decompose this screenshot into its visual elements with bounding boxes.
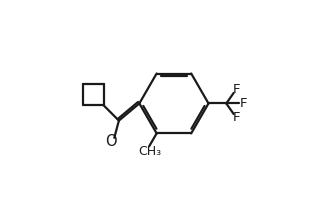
Text: O: O (105, 134, 117, 149)
Text: F: F (240, 97, 247, 110)
Text: CH₃: CH₃ (138, 145, 161, 158)
Text: F: F (232, 111, 240, 124)
Text: F: F (232, 83, 240, 96)
